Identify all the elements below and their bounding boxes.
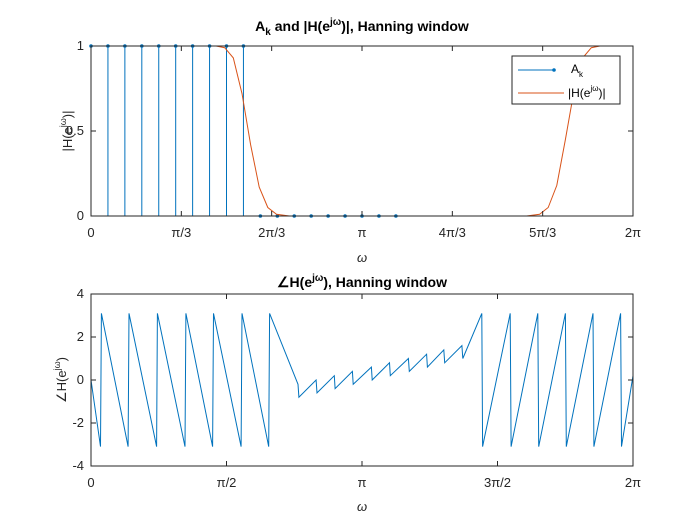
y-tick-label: 0 [77, 208, 84, 223]
legend-stem-marker [552, 68, 556, 72]
x-tick-label: 2π [625, 225, 641, 240]
phase-curve [90, 313, 634, 447]
y-tick-label: -4 [72, 458, 84, 473]
x-tick-label: 0 [87, 475, 94, 490]
x-tick-label: 5π/3 [529, 225, 556, 240]
phase-plot-area [90, 313, 634, 447]
phase-y-label: ∠H(ejω) [52, 357, 69, 403]
x-tick-label: π [358, 225, 367, 240]
x-tick-label: π/3 [171, 225, 191, 240]
y-tick-label: 2 [77, 329, 84, 344]
legend-entry-ak: Ak [518, 62, 584, 79]
phase-x-ticks: 0 π/2 π 3π/2 2π [87, 294, 641, 490]
y-tick-label: 0 [77, 372, 84, 387]
x-tick-label: 4π/3 [439, 225, 466, 240]
phase-title: ∠H(ejω), Hanning window [277, 273, 447, 290]
phase-panel: ∠H(ejω), Hanning window 0 π/2 π 3π/2 2π -4 -2… [52, 273, 641, 514]
x-tick-label: 2π [625, 475, 641, 490]
legend-entry-magnitude: |H(ejω)| [518, 84, 606, 100]
x-tick-label: 0 [87, 225, 94, 240]
legend: Ak |H(ejω)| [511, 55, 621, 105]
x-tick-label: π [358, 475, 367, 490]
x-tick-label: 2π/3 [258, 225, 285, 240]
legend-label-ak: Ak [571, 62, 584, 79]
x-tick-label: 3π/2 [484, 475, 511, 490]
phase-x-label: ω [357, 499, 367, 514]
x-tick-label: π/2 [217, 475, 237, 490]
y-tick-label: 4 [77, 286, 84, 301]
y-tick-label: 1 [77, 38, 84, 53]
y-tick-label: -2 [72, 415, 84, 430]
phase-y-ticks: -4 -2 0 2 4 [72, 286, 633, 473]
y-tick-label: 0.5 [66, 123, 84, 138]
legend-label-magnitude: |H(ejω)| [568, 84, 606, 100]
magnitude-y-ticks: 00.51 [66, 38, 633, 223]
magnitude-panel: Ak and |H(ejω)|, Hanning window 0 π/3 2π/3… [58, 17, 641, 265]
magnitude-title: Ak and |H(ejω)|, Hanning window [255, 17, 469, 38]
magnitude-x-label: ω [357, 250, 367, 265]
legend-box [511, 55, 621, 105]
magnitude-x-ticks: 0 π/3 2π/3 π 4π/3 5π/3 2π [87, 46, 641, 240]
magnitude-y-label: |H(ejω)| [58, 110, 75, 151]
